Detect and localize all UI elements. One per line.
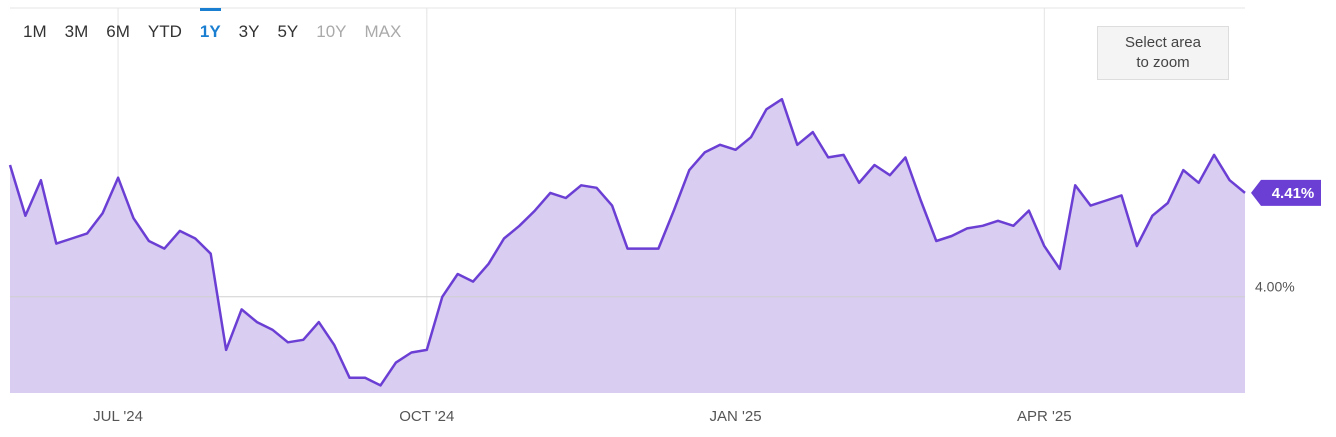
range-button[interactable]: 1M <box>23 22 47 41</box>
range-button[interactable]: 1Y <box>191 8 230 52</box>
x-tick-label: JAN '25 <box>710 408 762 425</box>
area <box>10 99 1245 393</box>
range-button[interactable]: 6M <box>106 22 130 41</box>
value-label-box <box>1251 179 1321 206</box>
x-tick-label: OCT '24 <box>399 408 454 425</box>
zoom-hint: Select area to zoom <box>1097 26 1229 80</box>
range-selector: 1M 3M 6M YTD 1Y 3Y 5Y 10Y MAX <box>14 8 410 52</box>
zoom-hint-line: to zoom <box>1136 54 1190 71</box>
range-button: 10Y <box>316 22 347 41</box>
value-label: 4.41% <box>1272 185 1315 202</box>
zoom-hint-line: Select area <box>1125 34 1201 51</box>
range-button[interactable]: 3Y <box>238 22 260 41</box>
x-tick-label: JUL '24 <box>93 408 143 425</box>
range-button: MAX <box>364 22 402 41</box>
y-tick-label: 4.00% <box>1255 278 1295 294</box>
range-button[interactable]: 5Y <box>277 22 299 41</box>
x-tick-label: APR '25 <box>1017 408 1072 425</box>
range-button[interactable]: YTD <box>147 22 182 41</box>
line <box>8 97 1246 387</box>
range-button[interactable]: 3M <box>64 22 89 41</box>
